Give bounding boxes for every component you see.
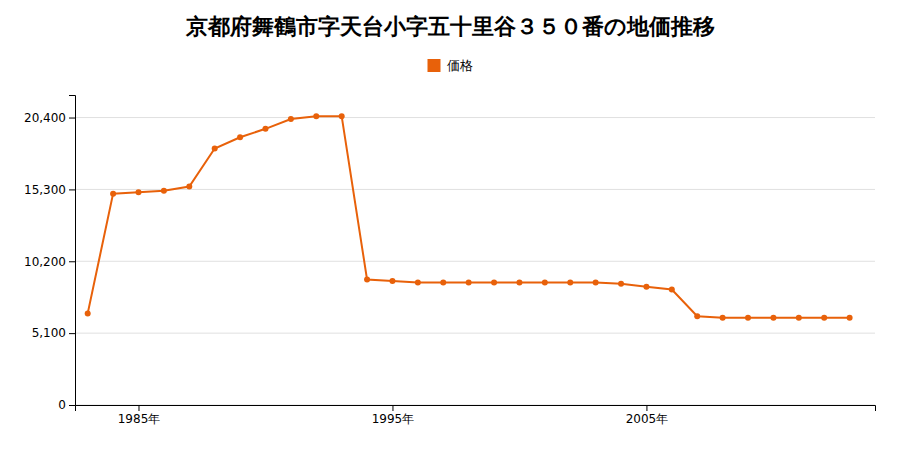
point <box>516 279 522 285</box>
tick-mark <box>69 405 75 406</box>
grid-line <box>75 261 875 262</box>
legend-swatch <box>428 59 441 72</box>
tick-label: 0 <box>58 398 66 412</box>
grid-line <box>75 189 875 190</box>
tick: 2005年 <box>626 405 669 426</box>
tick: 1985年 <box>118 405 161 426</box>
point <box>847 315 853 321</box>
tick-mark <box>392 405 393 411</box>
tick-label: 10,200 <box>24 255 66 269</box>
tick-label: 2005年 <box>626 412 669 426</box>
point <box>440 279 446 285</box>
tick: 0 <box>58 398 75 412</box>
grid-line <box>75 333 875 334</box>
chart: 1985年 1995年 2005年 0 5,100 10,200 15,300 20,400 京… <box>0 0 900 450</box>
point <box>567 279 573 285</box>
point <box>796 315 802 321</box>
tick-mark <box>138 405 139 411</box>
tick: 5,100 <box>32 326 75 340</box>
point <box>415 279 421 285</box>
point <box>339 113 345 119</box>
point <box>770 315 776 321</box>
point <box>262 126 268 132</box>
tick-mark <box>69 333 75 334</box>
tick-label: 5,100 <box>32 326 66 340</box>
legend-item: 価格 <box>428 58 473 73</box>
tick-label: 20,400 <box>24 111 66 125</box>
point <box>237 134 243 140</box>
x-axis: 1985年 1995年 2005年 <box>76 405 876 426</box>
y-axis: 0 5,100 10,200 15,300 20,400 <box>24 96 76 413</box>
point <box>212 146 218 152</box>
axis-line <box>69 96 76 406</box>
point <box>466 279 472 285</box>
tick-label: 1985年 <box>118 412 161 426</box>
plot-area <box>85 113 853 321</box>
point <box>491 279 497 285</box>
point <box>593 279 599 285</box>
point <box>110 191 116 197</box>
point <box>85 310 91 316</box>
point <box>720 315 726 321</box>
point <box>618 281 624 287</box>
point <box>643 284 649 290</box>
point <box>186 184 192 190</box>
tick: 20,400 <box>24 111 75 125</box>
point <box>364 277 370 283</box>
legend: 価格 <box>428 58 473 73</box>
axis-line <box>76 406 876 412</box>
grid <box>75 118 875 405</box>
point <box>288 116 294 122</box>
point <box>542 279 548 285</box>
line <box>88 116 850 317</box>
point <box>389 278 395 284</box>
tick-mark <box>69 261 75 262</box>
tick-mark <box>69 189 75 190</box>
point <box>745 315 751 321</box>
grid-line <box>75 117 875 118</box>
point <box>161 188 167 194</box>
point <box>135 189 141 195</box>
tick-mark <box>646 405 647 411</box>
tick-mark <box>69 118 75 119</box>
tick-label: 15,300 <box>24 183 66 197</box>
point <box>821 315 827 321</box>
point <box>669 286 675 292</box>
legend-label: 価格 <box>447 58 473 73</box>
tick: 15,300 <box>24 183 75 197</box>
tick-label: 1995年 <box>372 412 415 426</box>
tick: 1995年 <box>372 405 415 426</box>
point <box>313 113 319 119</box>
tick: 10,200 <box>24 255 75 269</box>
title: 京都府舞鶴市字天台小字五十里谷３５０番の地価推移 <box>185 14 715 39</box>
point <box>694 313 700 319</box>
